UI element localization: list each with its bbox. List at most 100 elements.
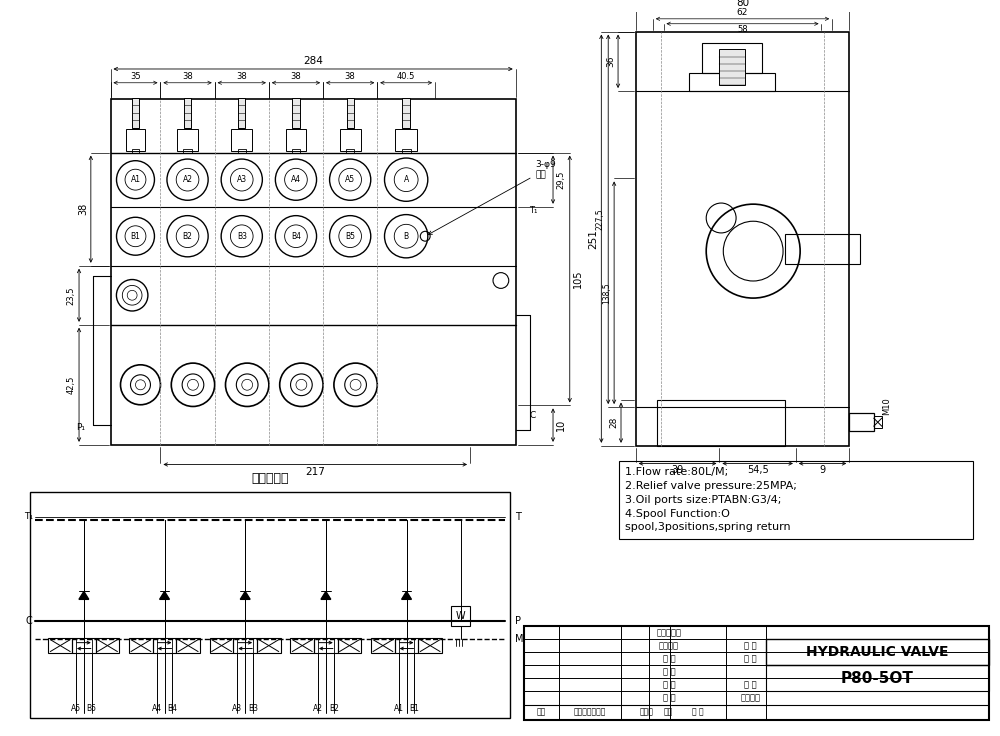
Text: 38: 38 bbox=[182, 72, 193, 82]
Text: 38: 38 bbox=[78, 203, 88, 216]
Text: 35: 35 bbox=[130, 72, 141, 82]
Text: 138,5: 138,5 bbox=[602, 282, 611, 303]
Bar bbox=[129, 637, 153, 654]
Bar bbox=[126, 129, 145, 151]
Text: B2: B2 bbox=[183, 232, 192, 241]
Bar bbox=[177, 129, 198, 151]
Bar bbox=[347, 97, 354, 128]
Bar bbox=[395, 129, 417, 151]
Bar bbox=[402, 149, 411, 152]
Text: A3: A3 bbox=[232, 704, 242, 713]
Bar bbox=[292, 97, 300, 128]
Text: 标准化检查: 标准化检查 bbox=[656, 628, 681, 637]
Text: B5: B5 bbox=[345, 232, 355, 241]
Text: 液压原理图: 液压原理图 bbox=[251, 472, 289, 485]
Text: 3-φ9
通孔: 3-φ9 通孔 bbox=[428, 160, 556, 235]
Text: P₁: P₁ bbox=[77, 422, 86, 431]
Text: spool,3positions,spring return: spool,3positions,spring return bbox=[625, 523, 791, 532]
Text: M10: M10 bbox=[882, 397, 891, 415]
Text: 284: 284 bbox=[303, 56, 323, 66]
Text: 审 核: 审 核 bbox=[692, 707, 704, 716]
Text: 共 集: 共 集 bbox=[744, 654, 757, 663]
Bar bbox=[402, 97, 410, 128]
Text: 217: 217 bbox=[305, 467, 325, 478]
Text: B3: B3 bbox=[248, 704, 258, 713]
Text: W: W bbox=[456, 611, 465, 621]
Text: B4: B4 bbox=[291, 232, 301, 241]
Text: 36: 36 bbox=[607, 55, 616, 67]
Text: A2: A2 bbox=[183, 175, 193, 184]
Text: P80-5OT: P80-5OT bbox=[841, 670, 914, 686]
Text: 40.5: 40.5 bbox=[397, 72, 415, 82]
Text: 42,5: 42,5 bbox=[67, 375, 76, 394]
Text: 54,5: 54,5 bbox=[747, 465, 769, 475]
Bar bbox=[176, 637, 200, 654]
Text: 标记: 标记 bbox=[536, 707, 545, 716]
Bar bbox=[766, 639, 989, 665]
Polygon shape bbox=[321, 592, 331, 599]
Bar bbox=[451, 606, 470, 626]
Text: A5: A5 bbox=[345, 175, 355, 184]
Bar bbox=[183, 149, 192, 152]
Bar bbox=[874, 417, 882, 428]
Bar bbox=[340, 129, 361, 151]
Text: 38: 38 bbox=[236, 72, 247, 82]
Text: A: A bbox=[404, 175, 409, 184]
Bar bbox=[184, 97, 191, 128]
Bar bbox=[371, 637, 395, 654]
Text: 29,5: 29,5 bbox=[556, 171, 565, 189]
Bar bbox=[314, 637, 338, 654]
Text: C: C bbox=[26, 616, 33, 626]
Text: 38: 38 bbox=[345, 72, 356, 82]
Text: 227,5: 227,5 bbox=[596, 208, 605, 230]
Text: 设 计: 设 计 bbox=[663, 693, 675, 702]
Bar bbox=[96, 637, 119, 654]
Text: 38: 38 bbox=[291, 72, 301, 82]
Bar bbox=[30, 492, 510, 718]
Text: M: M bbox=[515, 634, 523, 644]
Text: B: B bbox=[404, 232, 409, 241]
Bar bbox=[689, 73, 775, 91]
Polygon shape bbox=[402, 592, 411, 599]
Bar bbox=[636, 32, 849, 446]
Bar bbox=[153, 637, 176, 654]
Bar bbox=[238, 149, 246, 152]
Text: 251: 251 bbox=[588, 229, 598, 249]
Bar bbox=[48, 637, 72, 654]
Bar bbox=[238, 97, 245, 128]
Text: A3: A3 bbox=[237, 175, 247, 184]
Text: B4: B4 bbox=[167, 704, 177, 713]
Text: 图样标记: 图样标记 bbox=[741, 693, 761, 702]
Text: HYDRAULIC VALVE: HYDRAULIC VALVE bbox=[806, 645, 949, 659]
Bar bbox=[72, 637, 96, 654]
Text: 80: 80 bbox=[736, 0, 749, 8]
Bar bbox=[292, 149, 300, 152]
Text: 1.Flow rate:80L/M;: 1.Flow rate:80L/M; bbox=[625, 467, 728, 478]
Bar bbox=[785, 234, 860, 263]
Text: A1: A1 bbox=[130, 175, 140, 184]
Polygon shape bbox=[79, 592, 89, 599]
Text: B2: B2 bbox=[329, 704, 339, 713]
Text: 日期: 日期 bbox=[663, 707, 672, 716]
Text: P: P bbox=[515, 616, 521, 626]
Text: 2.Relief valve pressure:25MPA;: 2.Relief valve pressure:25MPA; bbox=[625, 481, 797, 491]
Bar bbox=[657, 400, 785, 446]
Text: T: T bbox=[515, 512, 521, 522]
Text: 58: 58 bbox=[737, 25, 748, 34]
Polygon shape bbox=[160, 592, 169, 599]
Text: B5: B5 bbox=[87, 704, 97, 713]
Bar bbox=[766, 665, 989, 691]
Text: 105: 105 bbox=[573, 270, 583, 289]
Bar bbox=[210, 637, 233, 654]
Bar bbox=[619, 461, 973, 539]
Bar bbox=[719, 49, 745, 85]
Text: B1: B1 bbox=[131, 232, 140, 241]
Bar bbox=[132, 149, 139, 152]
Bar bbox=[290, 637, 314, 654]
Text: 制 图: 制 图 bbox=[663, 680, 675, 690]
Text: T₁: T₁ bbox=[529, 206, 538, 215]
Text: 3.Oil ports size:PTABN:G3/4;: 3.Oil ports size:PTABN:G3/4; bbox=[625, 495, 781, 505]
Text: 校 对: 校 对 bbox=[663, 654, 675, 663]
Bar bbox=[418, 637, 442, 654]
Text: 28: 28 bbox=[610, 417, 619, 428]
